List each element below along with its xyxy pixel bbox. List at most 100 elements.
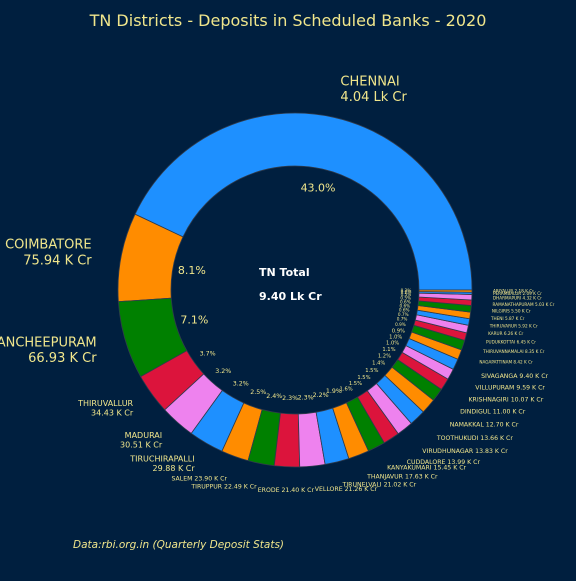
district-label-namakkal: NAMAKKAL 12.70 K Cr — [450, 422, 519, 429]
district-label-nagapattinam: NAGAPATTINAM 8.42 K Cr — [479, 360, 533, 365]
svg-text:THIRUVANNAMALAI 8.35 K Cr: THIRUVANNAMALAI 8.35 K Cr — [482, 349, 545, 354]
svg-text:NILGIRIS 5.50 K Cr: NILGIRIS 5.50 K Cr — [492, 309, 531, 314]
pct-label-ramanathapuram: 0.5% — [400, 295, 411, 300]
svg-text:KARUR 6.26 K Cr: KARUR 6.26 K Cr — [488, 331, 523, 336]
pct-label-coimbatore: 8.1% — [178, 264, 206, 277]
svg-text:TIRUPPUR 22.49 K Cr: TIRUPPUR 22.49 K Cr — [190, 483, 257, 490]
pct-label-pudukkottai: 0.7% — [397, 317, 408, 322]
svg-text:TOOTHUKUDI 13.66 K Cr: TOOTHUKUDI 13.66 K Cr — [436, 435, 513, 442]
district-label-vellore: VELLORE 21.26 K Cr — [315, 486, 378, 493]
svg-text:PERAMBALUR 2.09 K Cr: PERAMBALUR 2.09 K Cr — [493, 291, 542, 296]
district-label-theni: THENI 5.87 K Cr — [490, 316, 525, 321]
pct-label-karur: 0.7% — [398, 312, 409, 317]
svg-text:DINDIGUL 11.00 K Cr: DINDIGUL 11.00 K Cr — [460, 409, 526, 416]
pct-label-tirunelvali: 2.2% — [313, 392, 329, 399]
slice-chennai — [134, 112, 473, 291]
pct-label-krishnagiri: 1.1% — [382, 347, 395, 353]
pct-label-salem: 2.5% — [250, 389, 266, 396]
district-label-virudhunagar: VIRUDHUNAGAR 13.83 K Cr — [422, 448, 508, 455]
svg-text:VILLUPURAM 9.59 K Cr: VILLUPURAM 9.59 K Cr — [475, 385, 545, 392]
slices-layer — [117, 112, 473, 468]
district-label-perambalur: PERAMBALUR 2.09 K Cr — [493, 291, 542, 296]
district-label-cuddalore: CUDDALORE 13.99 K Cr — [407, 459, 481, 466]
pct-label-villupuram: 1.0% — [386, 341, 399, 347]
svg-text:66.93 K Cr: 66.93 K Cr — [28, 351, 97, 366]
svg-text:PUDUKKOTTAI 6.45 K Cr: PUDUKKOTTAI 6.45 K Cr — [486, 340, 536, 345]
pct-label-thiruvallur: 3.7% — [200, 351, 216, 358]
svg-text:NAGAPATTINAM 8.42 K Cr: NAGAPATTINAM 8.42 K Cr — [479, 360, 533, 365]
pct-label-nilgiris: 0.6% — [400, 299, 411, 304]
svg-text:DHARMAPURI 4.32 K Cr: DHARMAPURI 4.32 K Cr — [493, 296, 542, 301]
svg-text:KRISHNAGIRI 10.07 K Cr: KRISHNAGIRI 10.07 K Cr — [468, 396, 543, 403]
center-label-title: TN Total — [259, 266, 310, 279]
svg-text:RAMANATHAPURAM 5.03 K Cr: RAMANATHAPURAM 5.03 K Cr — [492, 302, 554, 307]
district-label-erode: ERODE 21.40 K Cr — [258, 487, 315, 494]
svg-text:TIRUNELVALI 21.02 K Cr: TIRUNELVALI 21.02 K Cr — [342, 481, 417, 488]
district-label-pudukkottai: PUDUKKOTTAI 6.45 K Cr — [486, 340, 536, 345]
district-label-krishnagiri: KRISHNAGIRI 10.07 K Cr — [468, 396, 543, 403]
percent-labels: 43.0%8.1%7.1%3.7%3.2%3.2%2.5%2.4% 2.3% 2.3… — [178, 181, 411, 402]
svg-text:SALEM 23.90 K Cr: SALEM 23.90 K Cr — [172, 475, 228, 482]
chart-title: TN Districts - Deposits in Scheduled Ban… — [89, 11, 487, 30]
pct-label-virudhunagar: 1.5% — [357, 375, 370, 381]
svg-text:MADURAI: MADURAI — [125, 431, 162, 440]
pct-label-perambalur: 0.2% — [401, 290, 412, 295]
svg-text:VELLORE 21.26 K Cr: VELLORE 21.26 K Cr — [315, 486, 378, 493]
pct-label-erode: 2.3% — [282, 395, 298, 402]
district-label-kancheepuram: KANCHEEPURAM66.93 K Cr — [0, 335, 97, 366]
district-label-thiruvannamalai: THIRUVANNAMALAI 8.35 K Cr — [482, 349, 545, 354]
svg-text:75.94 K Cr: 75.94 K Cr — [23, 253, 92, 268]
district-label-tiruppur: TIRUPPUR 22.49 K Cr — [190, 483, 257, 490]
svg-text:VIRUDHUNAGAR 13.83 K Cr: VIRUDHUNAGAR 13.83 K Cr — [422, 448, 508, 455]
svg-text:34.43 K Cr: 34.43 K Cr — [91, 408, 134, 417]
center-label-total: 9.40 Lk Cr — [259, 290, 322, 303]
pct-label-sivaganga: 1.0% — [389, 334, 402, 340]
pct-label-ariyalur: 0.2% — [401, 288, 412, 293]
pct-label-tiruchirapalli: 3.2% — [233, 381, 249, 388]
svg-text:THIRUVALLUR: THIRUVALLUR — [77, 399, 133, 408]
pct-label-thiruvarur: 0.6% — [399, 308, 410, 313]
svg-text:CHENNAI: CHENNAI — [340, 74, 399, 89]
svg-text:ERODE 21.40 K Cr: ERODE 21.40 K Cr — [258, 487, 315, 494]
svg-text:30.51 K Cr: 30.51 K Cr — [120, 440, 163, 449]
district-label-sivaganga: SIVAGANGA 9.40 K Cr — [481, 373, 548, 380]
svg-text:TIRUCHIRAPALLI: TIRUCHIRAPALLI — [129, 454, 194, 463]
district-label-thanjavur: THANJAVUR 17.63 K Cr — [366, 474, 438, 481]
svg-text:KANCHEEPURAM: KANCHEEPURAM — [0, 335, 97, 350]
pct-label-madurai: 3.2% — [215, 368, 231, 375]
district-label-dharmapuri: DHARMAPURI 4.32 K Cr — [493, 296, 542, 301]
district-label-ariyalur: ARIYALUR 2.18 K Cr — [493, 289, 534, 294]
pct-label-kancheepuram: 7.1% — [180, 314, 208, 327]
district-label-tirunelvali: TIRUNELVALI 21.02 K Cr — [342, 481, 417, 488]
district-label-salem: SALEM 23.90 K Cr — [172, 475, 228, 482]
pct-label-dharmapuri: 0.5% — [401, 292, 412, 297]
district-label-thiruvarur: THIRUVARUR 5.92 K Cr — [489, 323, 538, 328]
slice-ariyalur — [418, 289, 473, 293]
svg-text:CUDDALORE 13.99 K Cr: CUDDALORE 13.99 K Cr — [407, 459, 481, 466]
svg-text:THANJAVUR 17.63 K Cr: THANJAVUR 17.63 K Cr — [366, 474, 438, 481]
pct-label-kanyakumari: 1.6% — [340, 386, 353, 392]
pct-label-chennai: 43.0% — [301, 181, 336, 194]
district-label-kanyakumari: KANYAKUMARI 15.45 K Cr — [387, 465, 466, 472]
pct-label-thanjavur: 1.9% — [326, 388, 342, 395]
pct-label-thiruvannamalai: 0.9% — [395, 322, 406, 327]
source-note: Data:rbi.org.in (Quarterly Deposit Stats… — [73, 539, 284, 551]
pct-label-toothukudi: 1.5% — [365, 368, 378, 374]
pct-label-dindigul: 1.2% — [378, 354, 391, 360]
svg-text:THIRUVARUR 5.92 K Cr: THIRUVARUR 5.92 K Cr — [489, 323, 538, 328]
svg-text:COIMBATORE: COIMBATORE — [5, 238, 92, 253]
pct-label-nagapattinam: 0.9% — [392, 328, 405, 334]
svg-text:THENI 5.87 K Cr: THENI 5.87 K Cr — [490, 316, 525, 321]
svg-text:SIVAGANGA 9.40 K Cr: SIVAGANGA 9.40 K Cr — [481, 373, 548, 380]
svg-text:4.04 Lk Cr: 4.04 Lk Cr — [340, 90, 407, 105]
district-label-karur: KARUR 6.26 K Cr — [488, 331, 523, 336]
pct-label-tiruppur: 2.4% — [266, 393, 282, 400]
